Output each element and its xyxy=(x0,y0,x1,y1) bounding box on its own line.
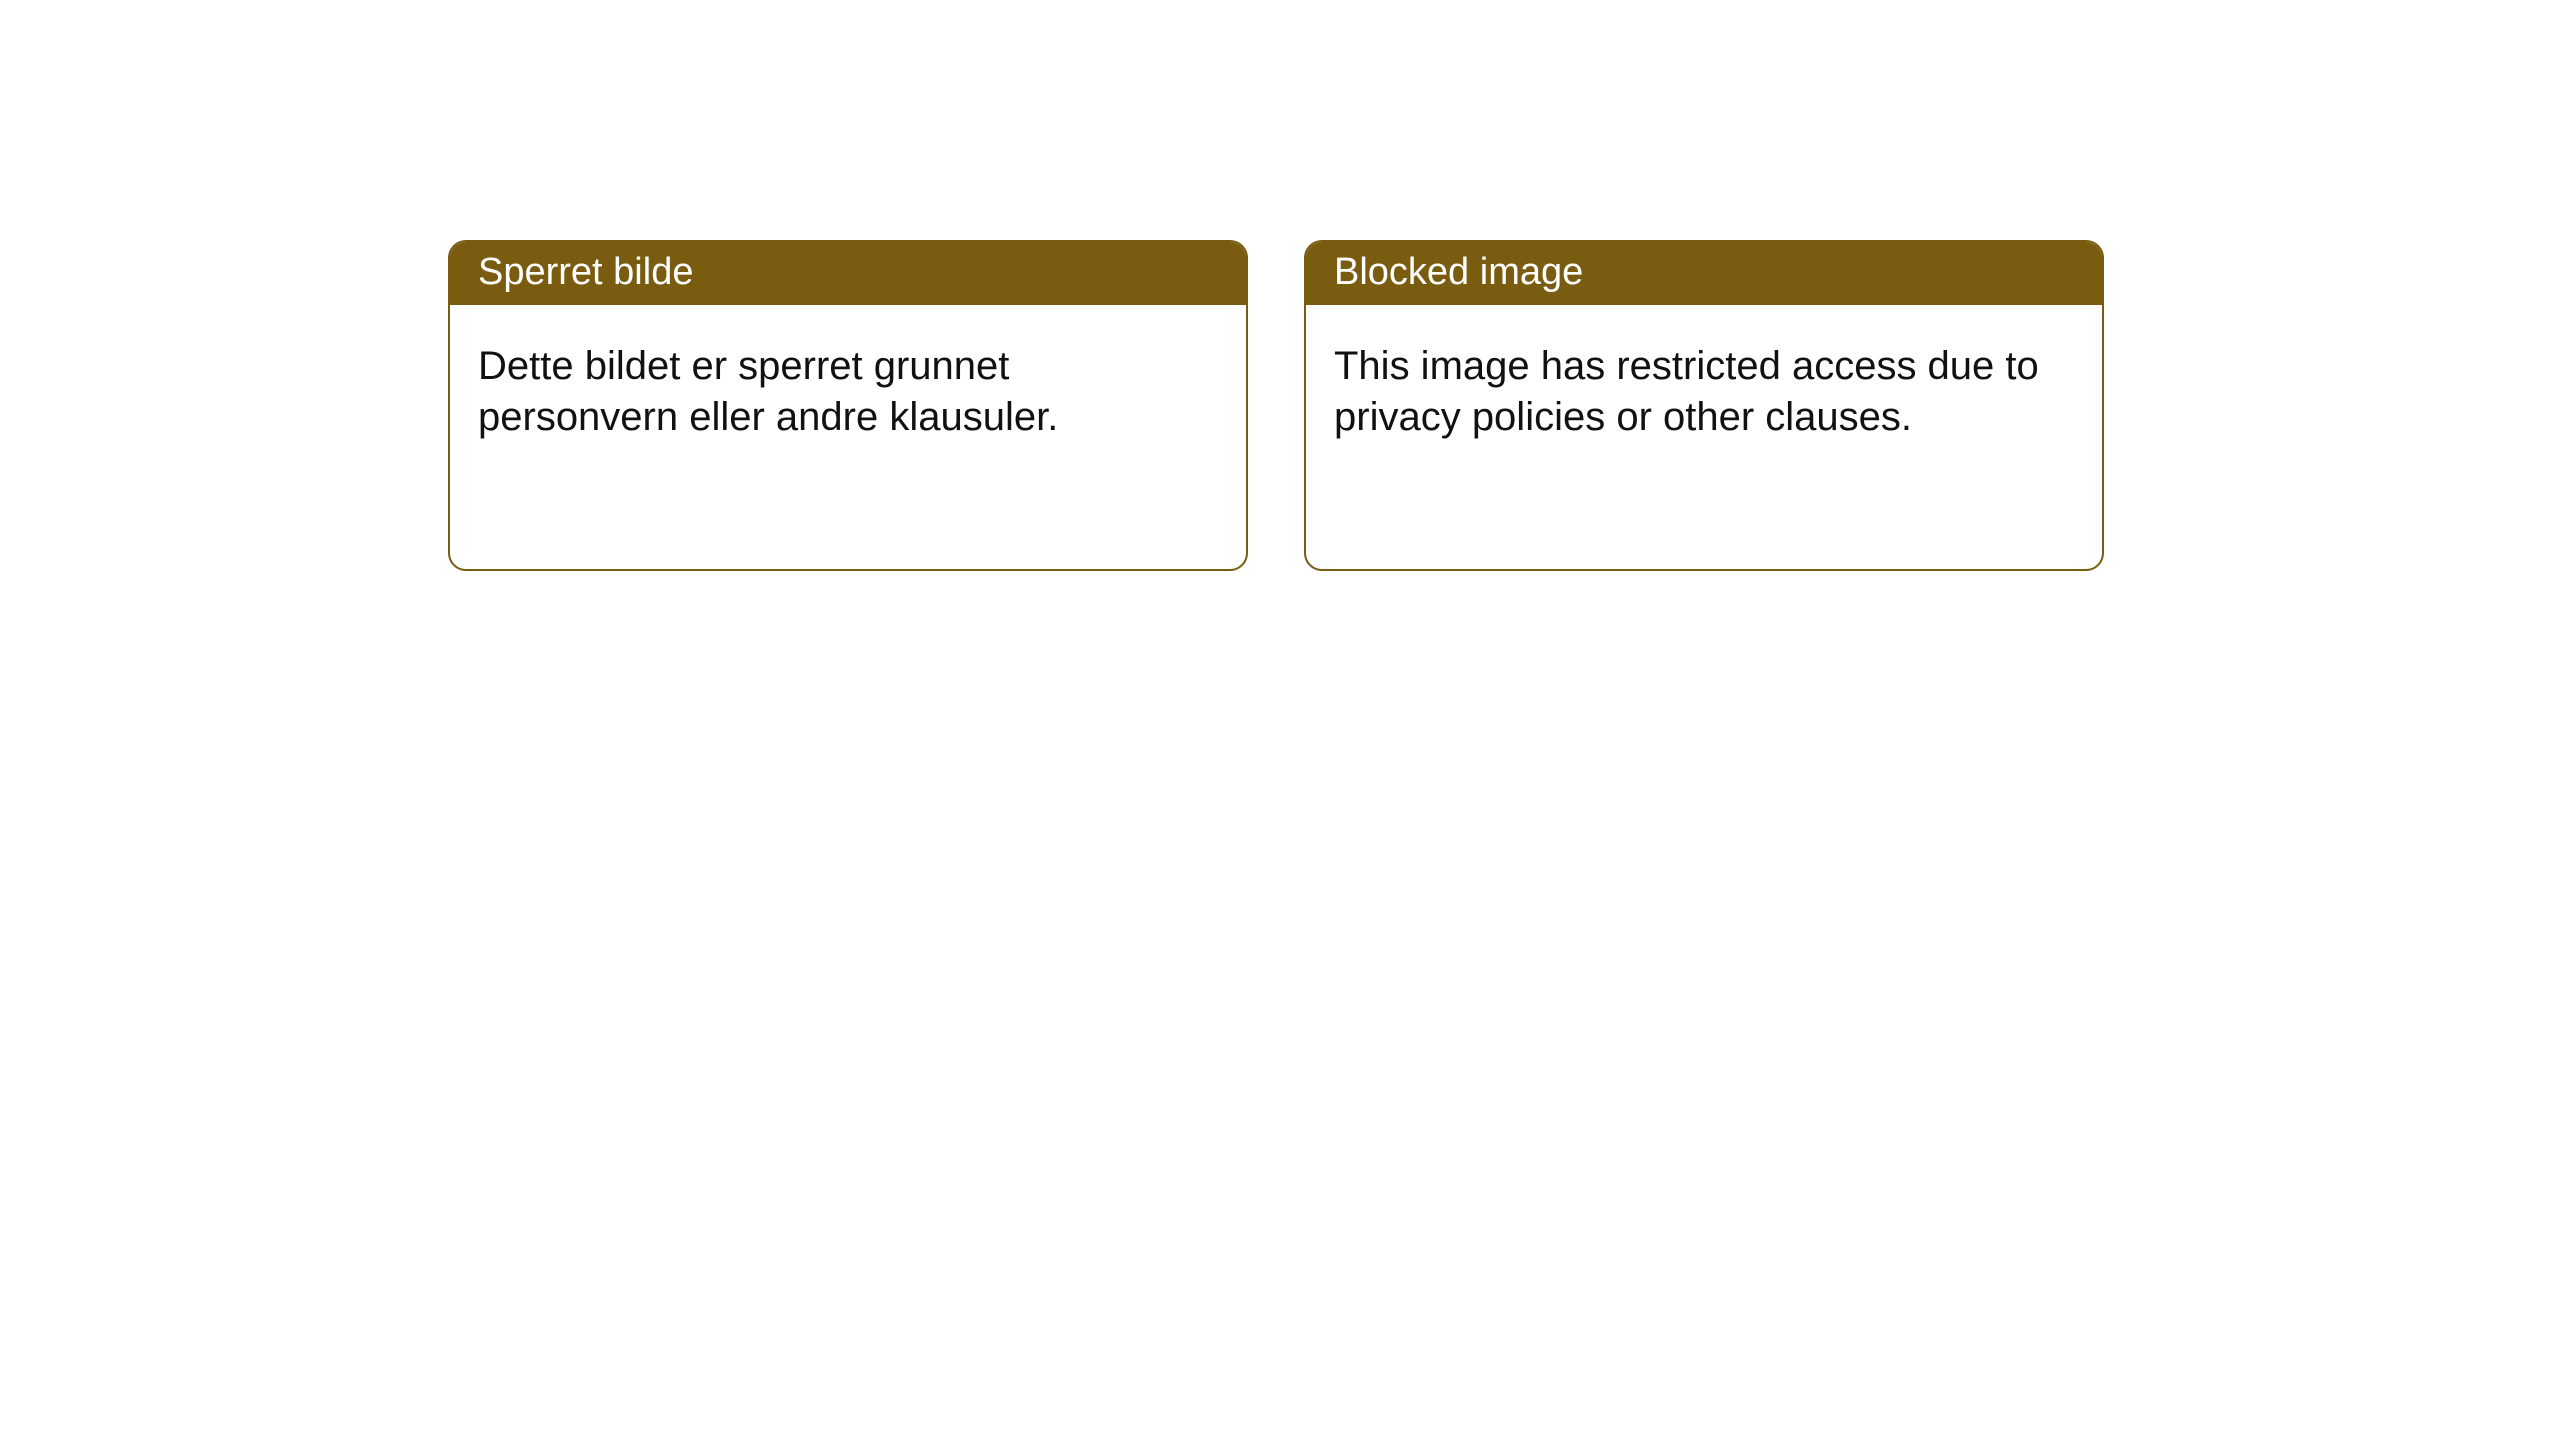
card-title-en: Blocked image xyxy=(1334,251,1583,293)
card-body-en: This image has restricted access due to … xyxy=(1306,305,2102,569)
card-body-no: Dette bildet er sperret grunnet personve… xyxy=(450,305,1246,569)
card-header-en: Blocked image xyxy=(1306,242,2102,305)
blocked-image-card-en: Blocked image This image has restricted … xyxy=(1304,240,2104,571)
card-message-en: This image has restricted access due to … xyxy=(1334,341,2074,443)
card-message-no: Dette bildet er sperret grunnet personve… xyxy=(478,341,1218,443)
card-title-no: Sperret bilde xyxy=(478,251,693,293)
blocked-image-card-no: Sperret bilde Dette bildet er sperret gr… xyxy=(448,240,1248,571)
blocked-image-cards: Sperret bilde Dette bildet er sperret gr… xyxy=(448,240,2104,571)
card-header-no: Sperret bilde xyxy=(450,242,1246,305)
